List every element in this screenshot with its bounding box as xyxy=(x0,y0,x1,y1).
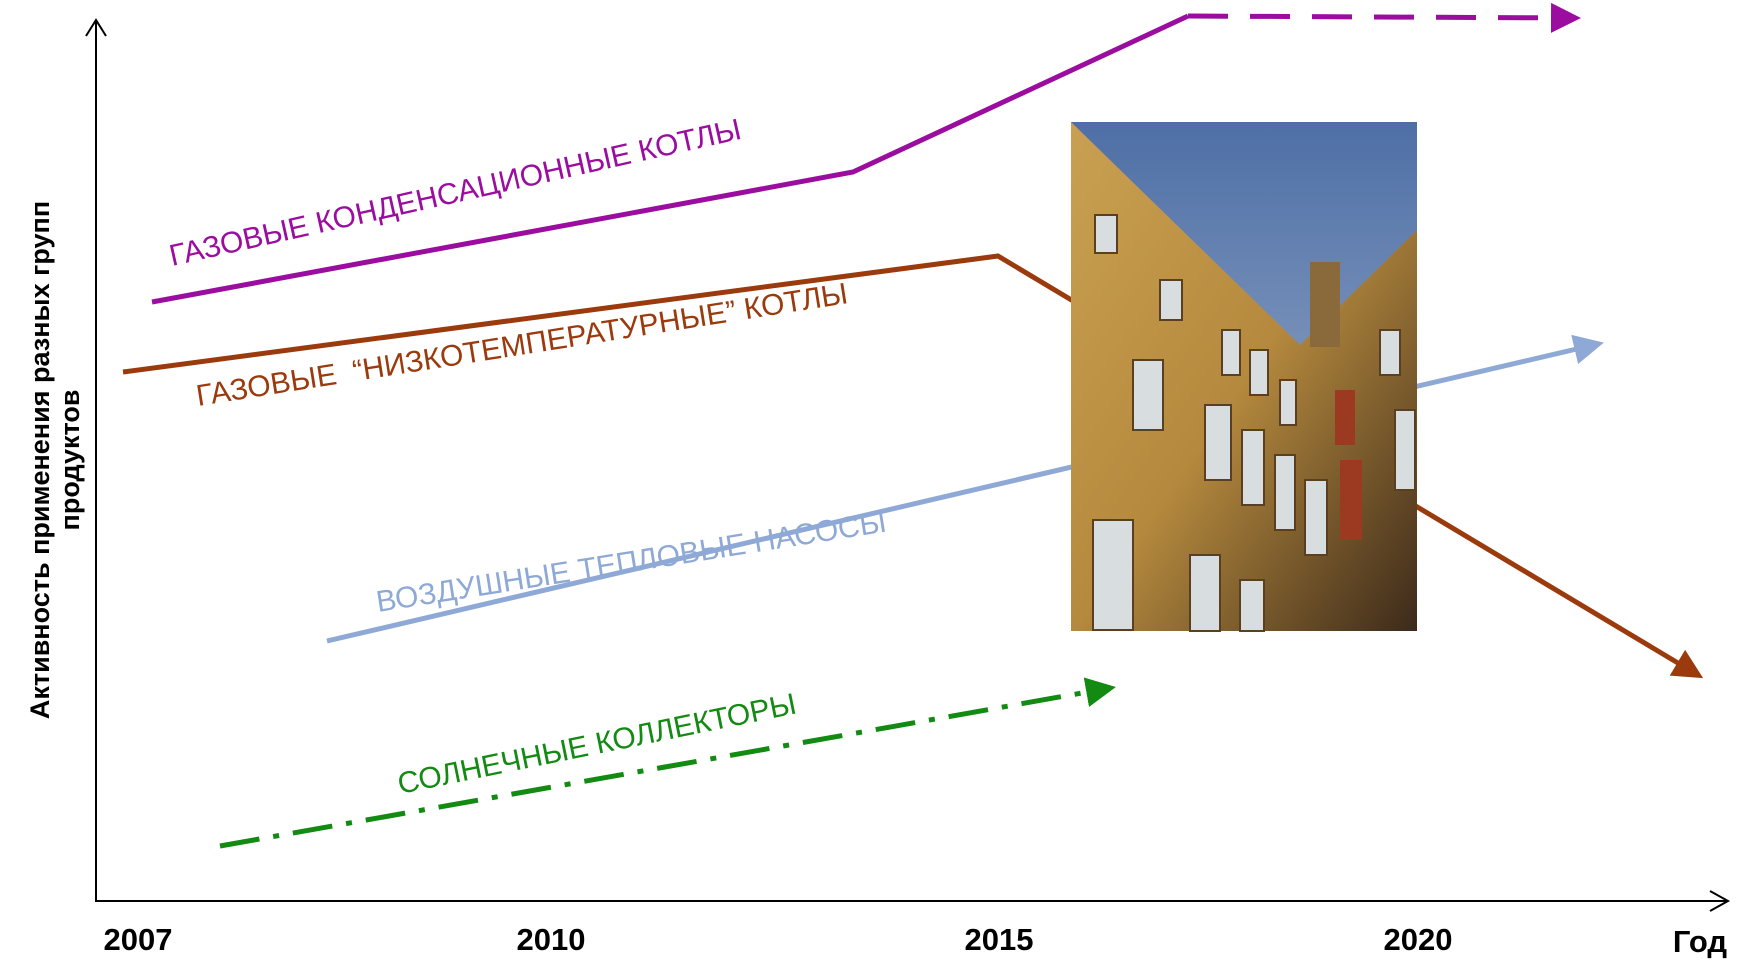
building-photo xyxy=(1071,122,1417,631)
condensing-forecast xyxy=(1188,16,1575,18)
x-axis-label: Год xyxy=(1673,924,1728,959)
year-label: 2020 xyxy=(1384,922,1453,957)
y-axis-label: продуктов xyxy=(55,390,85,531)
diagram: ГАЗОВЫЕ КОНДЕНСАЦИОННЫЕ КОТЛЫ ГАЗОВЫЕ “Н… xyxy=(0,0,1737,960)
line-label: ВОЗДУШНЫЕ ТЕПЛОВЫЕ НАСОСЫ xyxy=(374,506,888,619)
line-label: СОЛНЕЧНЫЕ КОЛЛЕКТОРЫ xyxy=(395,688,799,801)
y-axis-label: Активность применения разных групп xyxy=(25,201,55,719)
solar-line xyxy=(220,688,1110,846)
year-label: 2010 xyxy=(517,922,586,957)
low-temp-line xyxy=(123,256,1698,675)
year-label: 2007 xyxy=(104,922,173,957)
line-label: ГАЗОВЫЕ КОНДЕНСАЦИОННЫЕ КОТЛЫ xyxy=(166,113,744,273)
line-label: ГАЗОВЫЕ “НИЗКОТЕМПЕРАТУРНЫЕ” КОТЛЫ xyxy=(194,277,850,413)
year-label: 2015 xyxy=(965,922,1034,957)
